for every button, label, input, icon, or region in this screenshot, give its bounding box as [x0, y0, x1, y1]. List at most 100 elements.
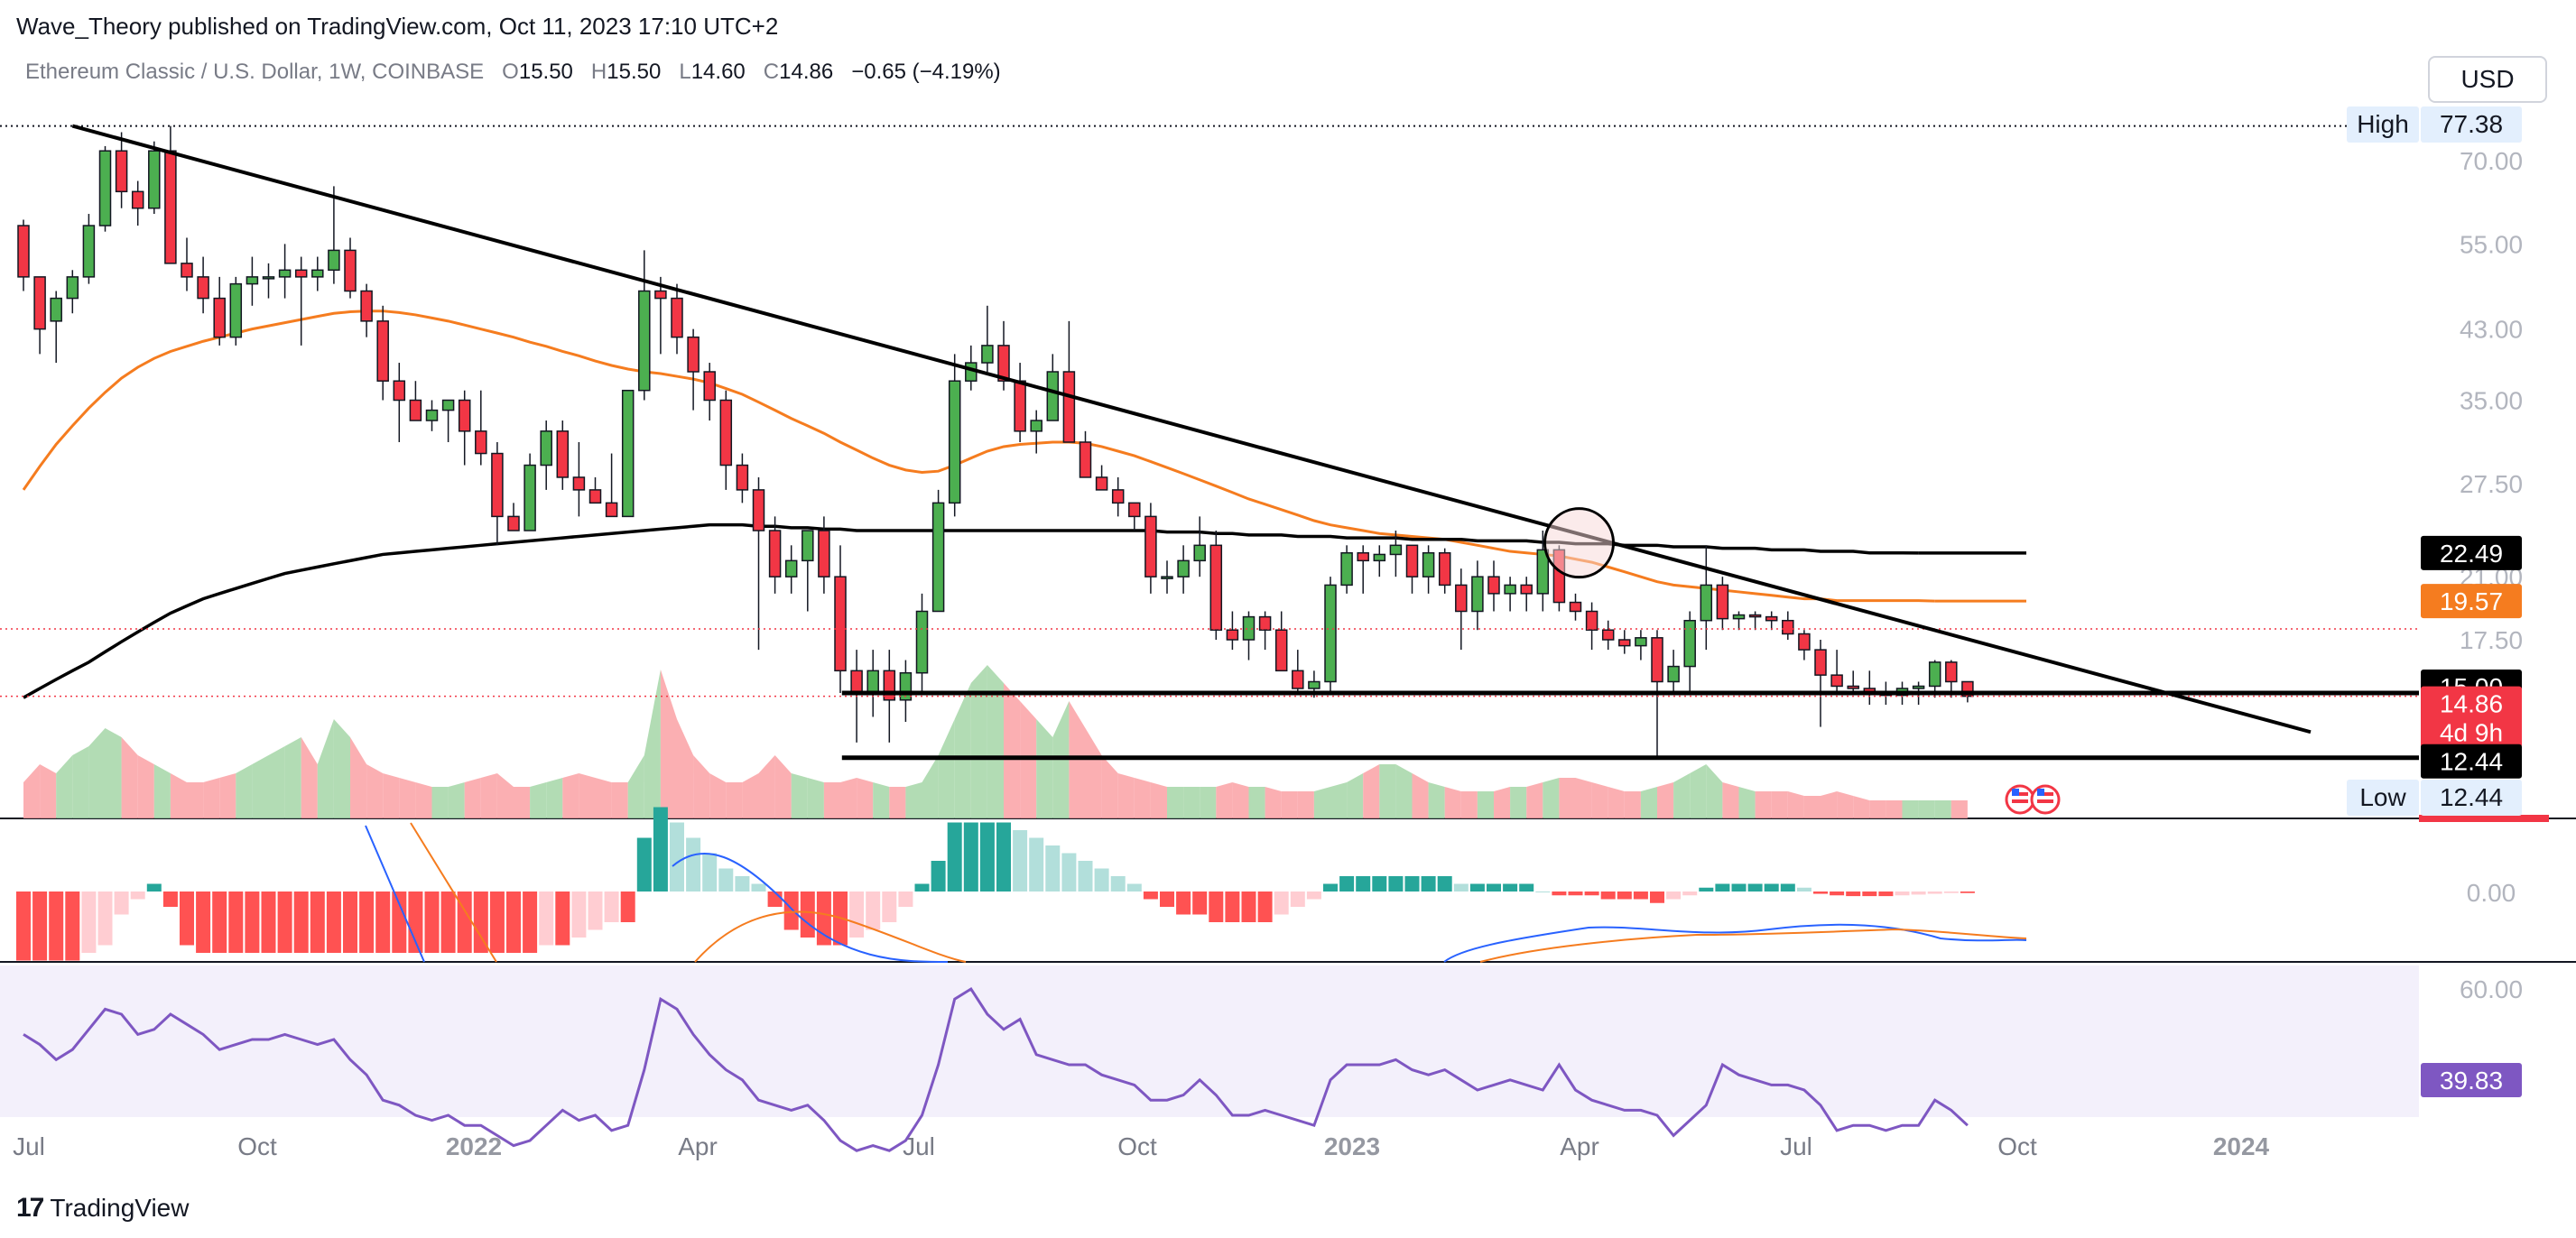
candle-body [588, 489, 602, 504]
volume-segment [40, 764, 57, 818]
low-value-text: 12.44 [2440, 783, 2503, 811]
macd-histogram-bar [1372, 876, 1387, 892]
volume-segment [693, 755, 710, 818]
volume-segment [1460, 791, 1478, 818]
candle-body [1095, 476, 1108, 491]
candle-body [850, 670, 863, 694]
low-tag-text: Low [2359, 783, 2406, 811]
volume-segment [1363, 764, 1380, 818]
time-tick-label: Oct [237, 1132, 277, 1160]
open-label: O [502, 60, 519, 84]
candle-body [278, 269, 292, 278]
candle-body [1405, 544, 1419, 577]
volume-segment [546, 778, 563, 818]
candle-body [1651, 637, 1663, 683]
volume-segment [873, 782, 890, 818]
volume-segment [1787, 791, 1804, 818]
volume-segment [317, 719, 334, 818]
candle-body [1912, 685, 1925, 689]
volume-segment [1477, 791, 1494, 818]
descending-trendline [71, 124, 2312, 734]
macd-histogram-bar [898, 892, 913, 907]
candle-body [1814, 649, 1827, 676]
volume-segment [1200, 787, 1217, 818]
volume-segment [1575, 778, 1592, 818]
macd-histogram-bar [866, 892, 881, 930]
macd-histogram-bar [359, 892, 375, 953]
volume-segment [1167, 787, 1184, 818]
volume-segment [350, 737, 367, 818]
macd-histogram-bar [670, 822, 684, 892]
volume-segment [219, 773, 236, 818]
volume-segment [236, 764, 253, 818]
candle-body [915, 610, 929, 674]
candle-body [475, 430, 487, 455]
candle-body [931, 502, 945, 613]
volume-segment [1722, 782, 1739, 818]
macd-histogram-bar [1666, 892, 1682, 900]
macd-histogram-bar [1209, 892, 1224, 922]
macd-histogram-bar [1257, 892, 1273, 922]
price-tick-label: 55.00 [2460, 230, 2523, 258]
volume-segment [448, 782, 465, 818]
candle-body [1046, 371, 1060, 421]
volume-segment [889, 787, 906, 818]
macd-histogram-bar [1323, 883, 1338, 892]
volume-segment [938, 719, 955, 818]
candle-body [654, 290, 667, 300]
volume-segment [1101, 755, 1118, 818]
macd-histogram-bar [1715, 883, 1730, 892]
volume-segment [970, 665, 987, 818]
macd-histogram-bar [457, 892, 472, 953]
macd-histogram-bar [1487, 883, 1501, 892]
volume-segment [187, 782, 204, 818]
macd-histogram-bar [1796, 887, 1812, 892]
candle-body [736, 464, 749, 491]
volume-segment [170, 773, 187, 818]
volume-segment [987, 665, 1004, 818]
macd-signal-line [410, 822, 2027, 963]
macd-histogram-bar [1469, 883, 1485, 892]
volume-segment [823, 782, 840, 818]
macd-histogram-bar [1682, 892, 1698, 896]
time-tick-label: Oct [1997, 1132, 2037, 1160]
macd-histogram-bar [1927, 892, 1942, 894]
volume-segment [203, 778, 220, 818]
price-label-box [2421, 686, 2522, 748]
candle-body [360, 290, 373, 322]
volume-segment [791, 773, 808, 818]
volume-segment [1821, 791, 1838, 818]
macd-histogram-bar [1747, 883, 1763, 892]
candle-body [164, 150, 177, 264]
price-label-text: 22.49 [2440, 540, 2503, 568]
volume-segment [1771, 791, 1788, 818]
ema-line [22, 310, 1935, 603]
candle-body [719, 399, 733, 467]
macd-line [365, 825, 2027, 963]
macd-histogram-bar [506, 892, 521, 953]
candle-body [1422, 551, 1435, 577]
volume-segment [301, 737, 318, 818]
macd-histogram-bar [408, 892, 423, 953]
currency-button[interactable]: USD [2428, 56, 2547, 103]
candle-body [1569, 601, 1582, 613]
volume-segment [1395, 764, 1413, 818]
macd-histogram-bar [1404, 876, 1420, 892]
candle-body [1062, 371, 1076, 443]
macd-histogram-bar [228, 892, 244, 953]
macd-histogram-bar [604, 892, 619, 922]
tradingview-brand: 17 TradingView [16, 1193, 189, 1224]
volume-segment [399, 778, 416, 818]
volume-segment [774, 755, 792, 818]
candle-body [409, 399, 422, 421]
volume-segment [1150, 782, 1167, 818]
volume-segment [1755, 791, 1772, 818]
flag-event-icon-stripe [2012, 792, 2028, 796]
volume-segment [121, 737, 138, 818]
candle-body [1667, 665, 1680, 683]
candle-body [784, 559, 798, 577]
flag-event-icon-stripe [2037, 799, 2053, 803]
macd-histogram-bar [523, 892, 538, 953]
volume-segment [840, 778, 857, 818]
